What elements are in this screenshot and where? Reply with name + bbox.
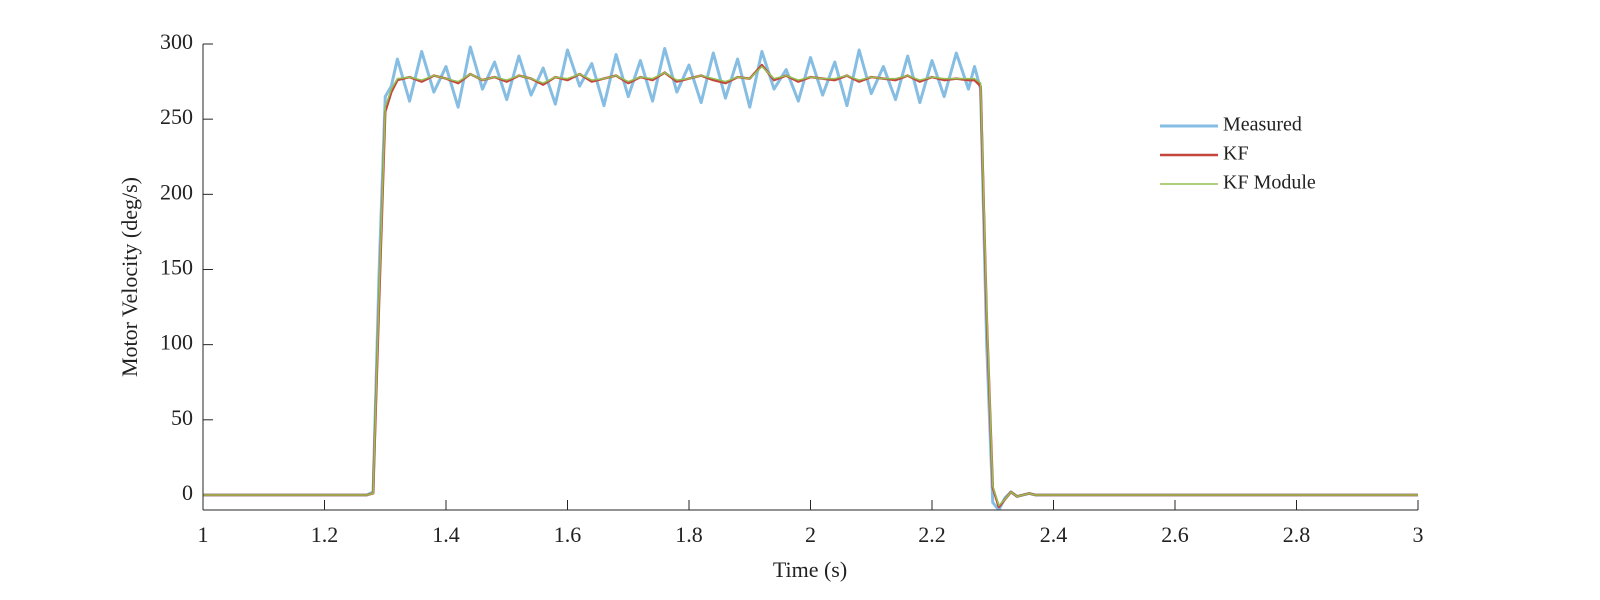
y-tick-label: 50: [171, 405, 193, 430]
legend-label: KF Module: [1223, 172, 1316, 194]
x-tick-label: 2.6: [1161, 522, 1189, 547]
y-tick-label: 150: [160, 255, 193, 280]
legend-label: KF: [1223, 143, 1249, 165]
x-axis-label: Time (s): [773, 557, 847, 582]
y-tick-label: 250: [160, 104, 193, 129]
y-tick-label: 200: [160, 179, 193, 204]
y-axis-label: Motor Velocity (deg/s): [117, 177, 142, 377]
x-tick-label: 1.8: [675, 522, 703, 547]
y-tick-label: 0: [182, 480, 193, 505]
x-tick-label: 1.4: [432, 522, 460, 547]
x-tick-label: 1: [198, 522, 209, 547]
y-tick-label: 300: [160, 29, 193, 54]
x-tick-label: 2.2: [918, 522, 946, 547]
y-tick-label: 100: [160, 330, 193, 355]
legend-label: Measured: [1223, 114, 1302, 136]
series-line: [203, 65, 1418, 507]
x-tick-label: 2.4: [1040, 522, 1068, 547]
x-tick-label: 3: [1413, 522, 1424, 547]
x-tick-label: 1.6: [554, 522, 582, 547]
x-tick-label: 2.8: [1283, 522, 1311, 547]
x-tick-label: 2: [805, 522, 816, 547]
x-tick-label: 1.2: [311, 522, 339, 547]
